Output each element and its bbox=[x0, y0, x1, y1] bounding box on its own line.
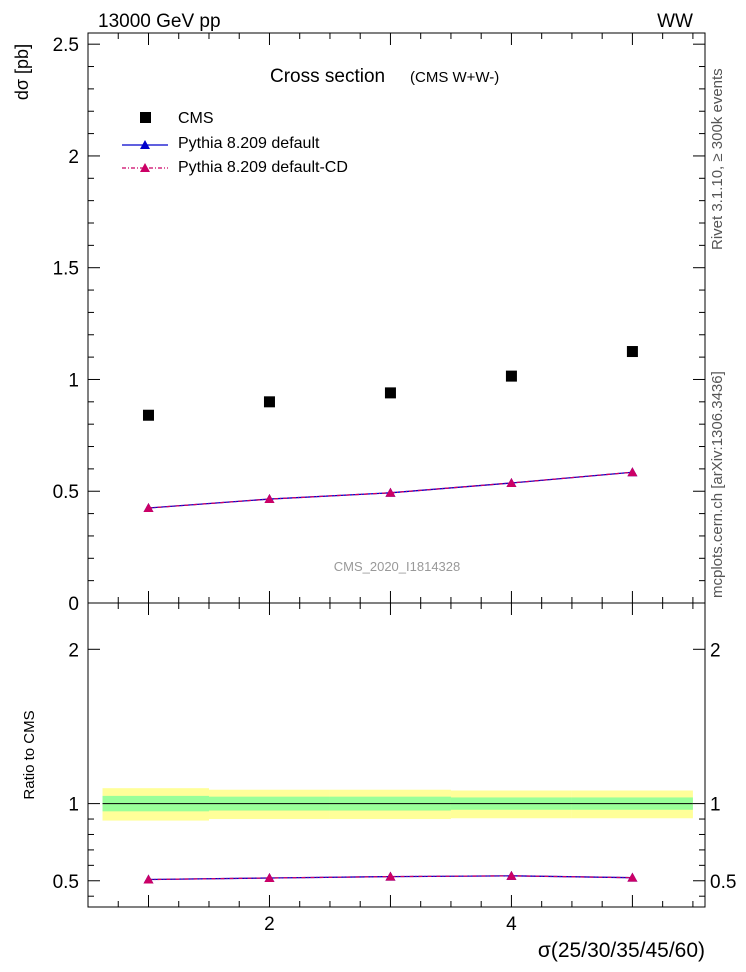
legend-cms-marker bbox=[140, 112, 151, 123]
ratio-axis-ticks: 2 4 0.5 0.5 1 1 2 2 bbox=[53, 603, 736, 935]
rivet-label: Rivet 3.1.10, ≥ 300k events bbox=[709, 68, 726, 250]
ratio-point-pythia-default-cd bbox=[627, 872, 638, 882]
ratio-point-pythia-default-cd bbox=[143, 874, 154, 884]
legend-cms-label: CMS bbox=[178, 110, 214, 127]
analysis-watermark: CMS_2020_I1814328 bbox=[334, 559, 461, 574]
y-tick-label: 0 bbox=[68, 594, 79, 615]
point-cms bbox=[263, 396, 275, 408]
point-cms bbox=[384, 387, 396, 399]
ratio-y-tick-label: 0.5 bbox=[710, 872, 736, 893]
chart-title: Cross section bbox=[270, 66, 385, 87]
legend-default-marker bbox=[140, 140, 150, 149]
energy-label: 13000 GeV pp bbox=[98, 11, 221, 32]
ratio-y-label: Ratio to CMS bbox=[21, 710, 38, 799]
legend-cd-label: Pythia 8.209 default-CD bbox=[178, 159, 348, 176]
point-cms bbox=[142, 409, 154, 421]
ratio-band-layer bbox=[102, 788, 693, 821]
main-panel: 0 0.5 1 1.5 2 2.5 Cross section (CMS W+W-) CM… bbox=[12, 32, 706, 615]
point-cms bbox=[505, 370, 517, 382]
x-tick-label: 4 bbox=[506, 914, 517, 935]
ratio-point-pythia-default-cd bbox=[264, 872, 275, 882]
process-label: WW bbox=[657, 11, 693, 32]
y-tick-label: 1 bbox=[68, 370, 79, 391]
legend: CMS Pythia 8.209 default Pythia 8.209 de… bbox=[122, 110, 348, 176]
x-tick-label: 2 bbox=[264, 914, 275, 935]
chart-subtitle: (CMS W+W-) bbox=[410, 69, 499, 86]
ratio-y-tick-label: 1 bbox=[68, 795, 79, 816]
point-pythia-default-cd bbox=[506, 477, 517, 487]
ratio-frame bbox=[87, 602, 706, 908]
y-tick-label: 2.5 bbox=[53, 35, 79, 56]
y-tick-label: 2 bbox=[68, 147, 79, 168]
legend-cd-marker bbox=[140, 163, 150, 172]
point-pythia-default-cd bbox=[143, 503, 154, 512]
point-pythia-default-cd bbox=[264, 494, 275, 504]
mcplots-label: mcplots.cern.ch [arXiv:1306.3436] bbox=[709, 371, 726, 598]
main-axis-ticks: 0 0.5 1 1.5 2 2.5 bbox=[53, 33, 705, 615]
ratio-y-tick-label: 1 bbox=[710, 795, 721, 816]
x-axis-label: σ(25/30/35/45/60) bbox=[538, 939, 705, 962]
ratio-y-tick-label: 2 bbox=[68, 640, 79, 661]
ratio-panel: 2 4 0.5 0.5 1 1 2 2 Ratio to CMS σ(25/30/35/45/… bbox=[21, 602, 736, 962]
ratio-point-pythia-default-cd bbox=[506, 870, 517, 880]
legend-default-label: Pythia 8.209 default bbox=[178, 135, 320, 152]
main-series-layer bbox=[142, 346, 638, 512]
ratio-y-tick-label: 0.5 bbox=[53, 872, 79, 893]
y-tick-label: 1.5 bbox=[53, 259, 79, 280]
point-pythia-default-cd bbox=[385, 487, 396, 497]
point-pythia-default-cd bbox=[627, 467, 638, 477]
y-axis-label: dσ [pb] bbox=[12, 44, 32, 100]
ratio-point-pythia-default-cd bbox=[385, 871, 396, 881]
ratio-y-tick-label: 2 bbox=[710, 640, 721, 661]
point-cms bbox=[626, 346, 638, 358]
ratio-series-layer bbox=[143, 870, 638, 884]
y-tick-label: 0.5 bbox=[53, 482, 79, 503]
